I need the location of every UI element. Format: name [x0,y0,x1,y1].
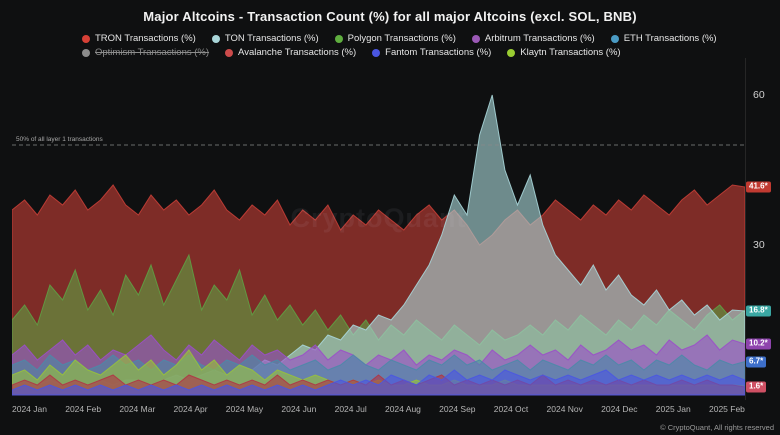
x-axis-label: 2024 Apr [173,404,208,414]
x-axis-label: 2024 Aug [384,404,421,414]
legend-item-label: TRON Transactions (%) [95,33,196,44]
area-chart-svg: 50% of all layer 1 transactions [12,94,745,396]
x-axis-labels: 2024 Jan 2024 Feb 2024 Mar 2024 Apr 2024 May… [12,404,745,414]
legend-dot-icon [334,34,343,43]
x-axis-label: 2024 Oct [493,404,529,414]
x-axis-label: 2024 Sep [439,404,476,414]
legend-item[interactable]: Arbitrum Transactions (%) [471,33,595,44]
legend-row: TRON Transactions (%) TON Transactions (%… [82,33,717,44]
latest-value-badge: 1.6* [746,381,767,393]
chart-title: Major Altcoins - Transaction Count (%) f… [143,9,637,24]
latest-value-badge: 6.7* [746,356,767,367]
legend-item[interactable]: TRON Transactions (%) [82,33,196,44]
legend-item[interactable]: Fantom Transactions (%) [372,47,491,58]
legend: TRON Transactions (%) TON Transactions (%… [82,33,717,58]
legend-dot-icon [225,48,234,57]
x-axis-label: 2024 Dec [601,404,638,414]
legend-item[interactable]: Polygon Transactions (%) [334,33,456,44]
legend-dot-icon [82,34,90,43]
legend-item-label: Arbitrum Transactions (%) [484,33,595,44]
y-axis-tick: 60 [753,89,765,101]
legend-item-label: Optimism Transactions (%) [95,47,210,58]
legend-item[interactable]: Optimism Transactions (%) [82,47,209,58]
latest-value-badge: 41.6* [746,181,771,193]
legend-item[interactable]: Avalanche Transactions (%) [225,47,356,58]
legend-item-label: ETH Transactions (%) [623,33,717,44]
x-axis-label: 2024 Jan [12,404,47,414]
x-axis-label: 2025 Jan [655,404,691,414]
legend-item-label: TON Transactions (%) [224,33,319,44]
legend-item[interactable]: Klaytn Transactions (%) [507,47,621,58]
latest-value-badge: 10.2* [746,338,771,350]
x-axis-label: 2024 Jun [281,404,317,414]
x-axis-label: 2024 Nov [546,404,583,414]
chart-area[interactable]: 50% of all layer 1 transactions CryptoQu… [12,58,771,400]
area-series [12,369,745,396]
copyright: © CryptoQuant, All rights reserved [660,423,774,432]
legend-dot-icon [507,48,516,57]
legend-dot-icon [372,48,381,57]
legend-dot-icon [211,34,220,43]
x-axis-label: 2024 Jul [334,404,367,414]
x-axis-label: 2024 Feb [65,404,102,414]
y-axis-tick: 30 [753,239,765,251]
legend-item-label: Polygon Transactions (%) [347,33,456,44]
x-axis-label: 2024 May [225,404,264,414]
latest-value-badge: 16.8* [746,305,771,317]
legend-dot-icon [82,48,90,57]
legend-item-label: Fantom Transactions (%) [385,47,492,58]
legend-item-label: Klaytn Transactions (%) [520,47,621,58]
legend-row: Optimism Transactions (%) Avalanche Trans… [82,47,717,58]
x-axis-label: 2024 Mar [119,404,156,414]
annotation-label: 50% of all layer 1 transactions [16,136,103,143]
legend-item[interactable]: TON Transactions (%) [211,33,319,44]
legend-dot-icon [471,34,480,43]
legend-item-label: Avalanche Transactions (%) [238,47,357,58]
x-axis-label: 2025 Feb [708,404,745,414]
legend-dot-icon [610,34,619,43]
legend-item[interactable]: ETH Transactions (%) [610,33,717,44]
